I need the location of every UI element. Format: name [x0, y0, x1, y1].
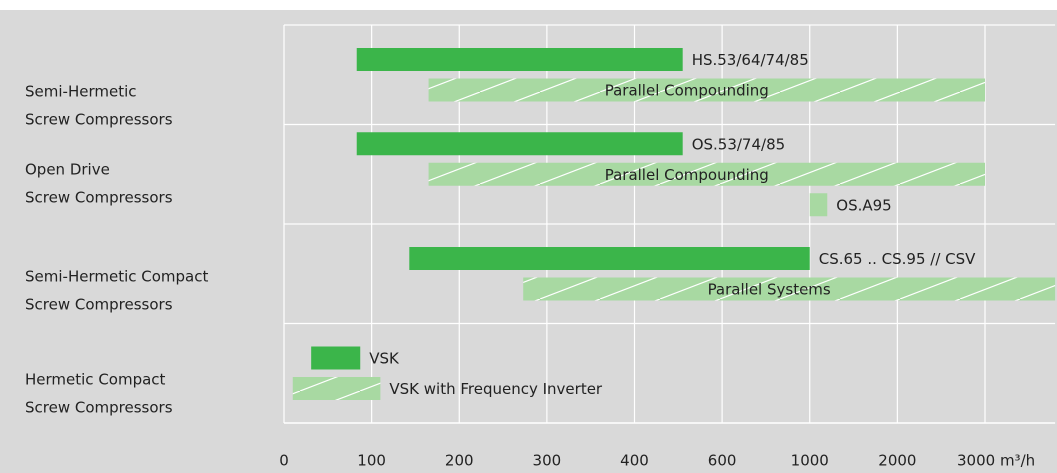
bar-label: OS.A95 [836, 196, 891, 214]
bar-label: Parallel Compounding [605, 82, 769, 100]
x-tick-label: 1000 [791, 452, 829, 470]
group-label: Screw Compressors [25, 111, 173, 129]
bar [809, 193, 828, 217]
bar [356, 132, 683, 156]
bar-hatch [523, 277, 1056, 301]
bar-label: OS.53/74/85 [692, 135, 785, 153]
bar [409, 247, 810, 270]
x-tick-label: 400 [620, 452, 649, 470]
bar-hatch [428, 78, 985, 102]
bar-hatch [428, 162, 985, 186]
bar [311, 346, 361, 370]
bar-label: HS.53/64/74/85 [692, 51, 809, 69]
group-label: Open Drive [25, 161, 110, 179]
x-tick-label: 300 [533, 452, 562, 470]
bar-label: Parallel Systems [708, 281, 831, 299]
bar [356, 48, 683, 71]
bar-label: VSK [369, 350, 400, 368]
x-tick-label: 100 [357, 452, 386, 470]
x-tick-label: 2000 [878, 452, 916, 470]
bar-label: Parallel Compounding [605, 166, 769, 184]
group-label: Semi-Hermetic Compact [25, 268, 208, 286]
group-label: Screw Compressors [25, 296, 173, 314]
group-label: Screw Compressors [25, 399, 173, 417]
group-label: Semi-Hermetic [25, 83, 137, 101]
x-tick-label: 200 [445, 452, 474, 470]
x-tick-label: 3000 m³/h [957, 452, 1035, 470]
group-label: Hermetic Compact [25, 371, 166, 389]
group-label: Screw Compressors [25, 189, 173, 207]
bar-label: CS.65 .. CS.95 // CSV [819, 250, 976, 268]
x-tick-label: 0 [279, 452, 289, 470]
bar-hatch [292, 377, 381, 400]
x-tick-label: 600 [708, 452, 737, 470]
bar-label: VSK with Frequency Inverter [389, 380, 603, 398]
